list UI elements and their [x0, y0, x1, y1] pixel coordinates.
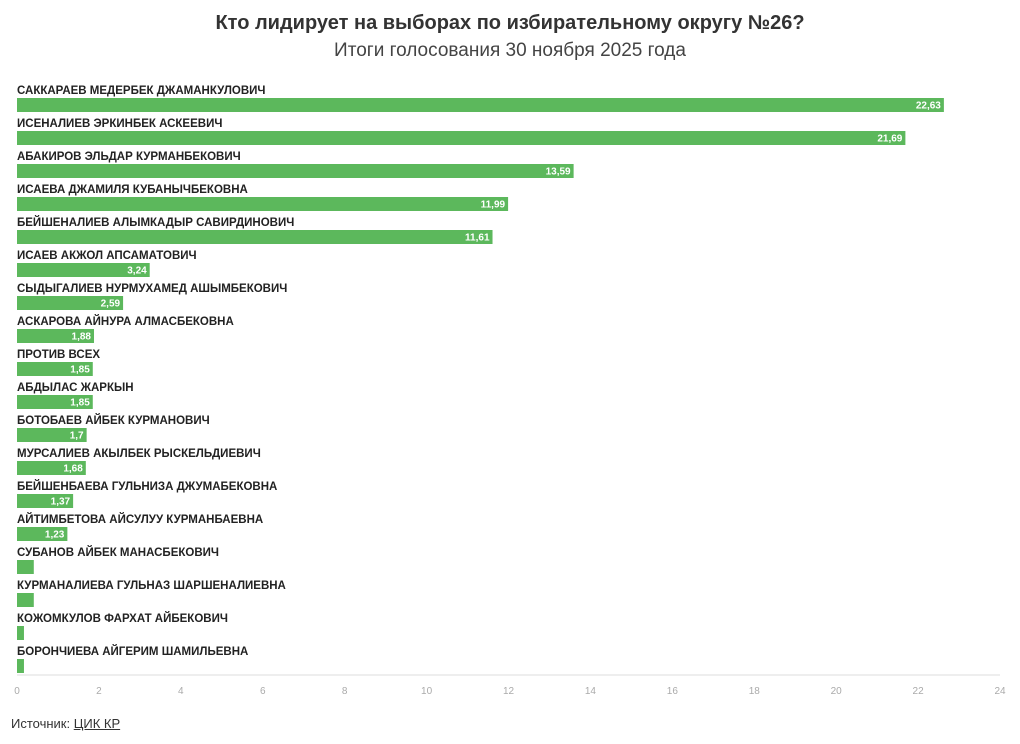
x-tick-label: 4 — [178, 686, 184, 697]
x-tick-label: 6 — [260, 686, 266, 697]
category-label: ИСАЕВА ДЖАМИЛЯ КУБАНЫЧБЕКОВНА — [17, 184, 248, 196]
bar — [17, 494, 74, 508]
bar — [17, 131, 906, 145]
chart-title: Кто лидирует на выборах по избирательном… — [215, 12, 805, 34]
bar — [17, 197, 509, 211]
bar — [17, 560, 34, 574]
value-label: 1,85 — [70, 365, 90, 376]
category-label: САККАРАЕВ МЕДЕРБЕК ДЖАМАНКУЛОВИЧ — [17, 85, 266, 97]
category-label: АЙТИМБЕТОВА АЙСУЛУУ КУРМАНБАЕВНА — [17, 513, 263, 526]
category-label: БЕЙШЕНАЛИЕВ АЛЫМКАДЫР САВИРДИНОВИЧ — [17, 216, 294, 229]
bar — [17, 98, 944, 112]
x-tick-label: 18 — [749, 686, 761, 697]
value-label: 21,69 — [877, 134, 902, 145]
x-tick-label: 16 — [667, 686, 679, 697]
x-tick-label: 22 — [913, 686, 925, 697]
value-label: 11,61 — [465, 233, 490, 244]
category-label: АСКАРОВА АЙНУРА АЛМАСБЕКОВНА — [17, 315, 234, 328]
x-tick-label: 2 — [96, 686, 102, 697]
x-tick-label: 0 — [14, 686, 20, 697]
bar — [17, 428, 87, 442]
x-tick-label: 12 — [503, 686, 515, 697]
bar — [17, 527, 68, 541]
value-label: 1,68 — [63, 464, 83, 475]
chart-subtitle: Итоги голосования 30 ноября 2025 года — [334, 40, 686, 61]
category-label: БОТОБАЕВ АЙБЕК КУРМАНОВИЧ — [17, 414, 210, 427]
value-label: 13,59 — [546, 167, 571, 178]
value-label: 11,99 — [481, 200, 506, 211]
category-label: МУРСАЛИЕВ АКЫЛБЕК РЫСКЕЛЬДИЕВИЧ — [17, 448, 261, 460]
value-label: 1,23 — [45, 530, 65, 541]
category-label: АБДЫЛАС ЖАРКЫН — [17, 382, 134, 394]
bar — [17, 263, 150, 277]
category-label: ПРОТИВ ВСЕХ — [17, 349, 100, 361]
category-label: БЕЙШЕНБАЕВА ГУЛЬНИЗА ДЖУМАБЕКОВНА — [17, 480, 277, 493]
value-label: 1,7 — [70, 431, 84, 442]
category-label: БОРОНЧИЕВА АЙГЕРИМ ШАМИЛЬЕВНА — [17, 645, 248, 658]
category-label: АБАКИРОВ ЭЛЬДАР КУРМАНБЕКОВИЧ — [17, 151, 241, 163]
bar-chart: САККАРАЕВ МЕДЕРБЕК ДЖАМАНКУЛОВИЧ 22,63 ИСЕ… — [14, 85, 1006, 697]
category-label: КОЖОМКУЛОВ ФАРХАТ АЙБЕКОВИЧ — [17, 612, 228, 625]
value-label: 22,63 — [916, 101, 941, 112]
bar — [17, 593, 34, 607]
x-tick-label: 14 — [585, 686, 597, 697]
value-label: 1,85 — [70, 398, 90, 409]
category-label: СЫДЫГАЛИЕВ НУРМУХАМЕД АШЫМБЕКОВИЧ — [17, 283, 287, 295]
category-label: ИСЕНАЛИЕВ ЭРКИНБЕК АСКЕЕВИЧ — [17, 118, 222, 130]
value-label: 3,24 — [127, 266, 147, 277]
x-tick-label: 10 — [421, 686, 433, 697]
source-label: Источник: — [11, 716, 71, 731]
source-note: Источник: ЦИК КР — [11, 716, 120, 731]
category-label: СУБАНОВ АЙБЕК МАНАСБЕКОВИЧ — [17, 546, 219, 559]
value-label: 1,88 — [72, 332, 92, 343]
bar — [17, 164, 574, 178]
bar — [17, 329, 95, 343]
bar — [17, 230, 493, 244]
value-label: 2,59 — [101, 299, 121, 310]
bar — [17, 362, 93, 376]
bar — [17, 296, 124, 310]
bar — [17, 659, 24, 673]
x-tick-label: 8 — [342, 686, 348, 697]
category-label: ИСАЕВ АКЖОЛ АПСАМАТОВИЧ — [17, 250, 197, 262]
bar — [17, 461, 86, 475]
x-tick-label: 20 — [831, 686, 843, 697]
bar — [17, 626, 24, 640]
bar — [17, 395, 93, 409]
source-link[interactable]: ЦИК КР — [73, 716, 121, 731]
value-label: 1,37 — [51, 497, 71, 508]
x-tick-label: 24 — [994, 686, 1006, 697]
category-label: КУРМАНАЛИЕВА ГУЛЬНАЗ ШАРШЕНАЛИЕВНА — [17, 580, 286, 592]
